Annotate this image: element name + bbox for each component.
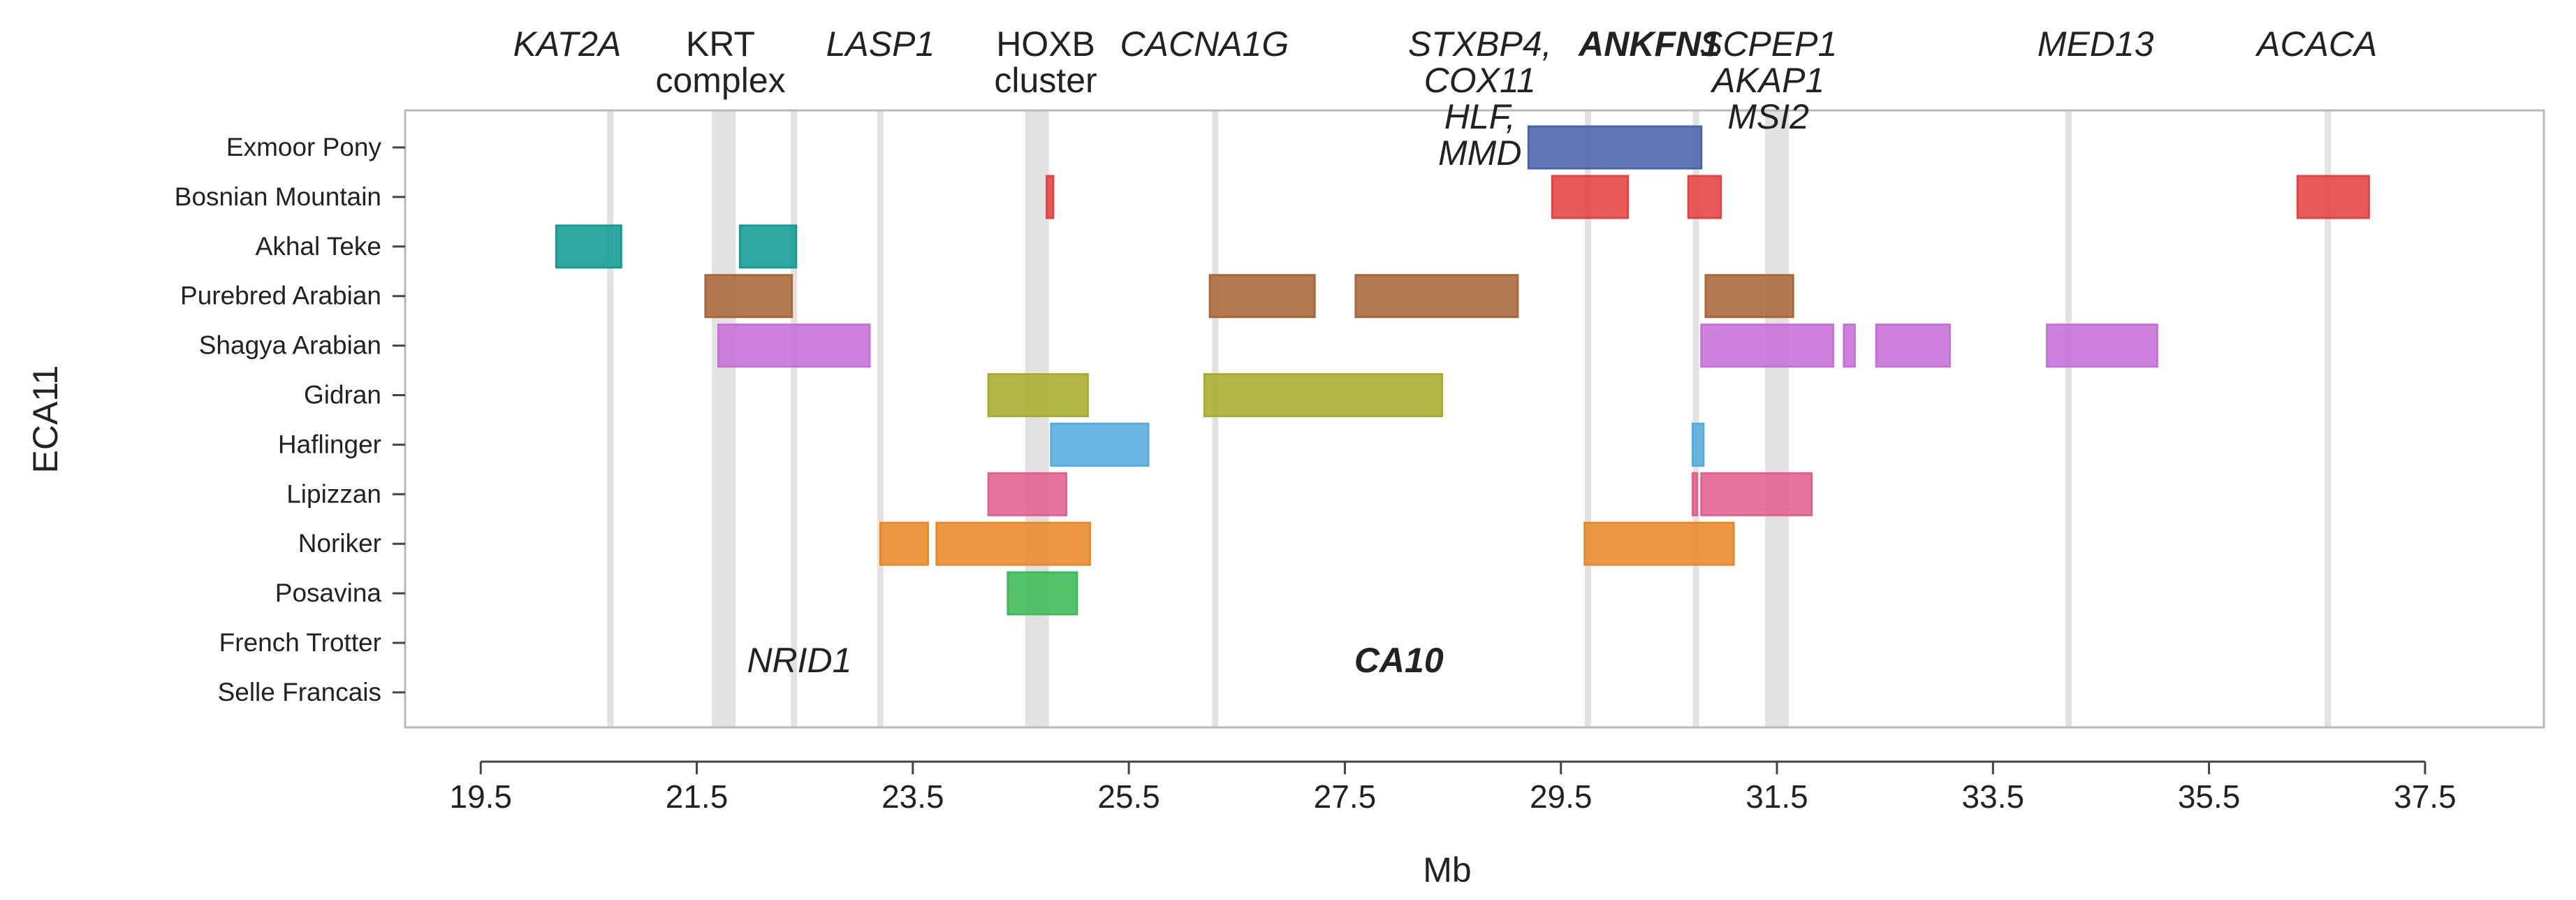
x-tick-label-5: 29.5 [1530, 778, 1593, 815]
bar-lipizzan-2 [1700, 472, 1813, 516]
gene-label-cacna1g: CACNA1G [1120, 24, 1289, 64]
gene-label-kat2a: KAT2A [513, 24, 622, 64]
bar-noriker-1 [935, 521, 1091, 566]
gene-lines-layer [607, 110, 2332, 727]
y-category-label-shagya-arabian: Shagya Arabian [199, 331, 381, 360]
gene-label-ankfn1: ANKFN1 [1577, 24, 1720, 64]
y-category-label-french-trotter: French Trotter [219, 628, 381, 657]
y-category-label-gidran: Gidran [304, 381, 381, 409]
bar-shagya-arabian-4 [2046, 324, 2158, 368]
x-tick-label-6: 31.5 [1746, 778, 1808, 815]
bar-gidran-0 [987, 373, 1089, 417]
bar-haflinger-0 [1050, 422, 1150, 467]
bar-bosnian-mountain-2 [1687, 175, 1722, 219]
bars-layer [555, 125, 2370, 616]
bar-noriker-2 [1583, 521, 1735, 566]
bar-shagya-arabian-3 [1875, 324, 1951, 368]
bar-gidran-1 [1203, 373, 1444, 417]
gene-label-hoxb-cluster: HOXB cluster [994, 24, 1097, 100]
gene-label-lasp1: LASP1 [826, 24, 935, 64]
x-tick-label-1: 21.5 [666, 778, 729, 815]
bar-noriker-0 [879, 521, 929, 566]
bar-bosnian-mountain-3 [2296, 175, 2370, 219]
gene-label-krt-complex: KRT complex [655, 24, 785, 100]
bar-haflinger-1 [1691, 422, 1705, 467]
bar-akhal-teke-1 [738, 224, 798, 269]
bar-akhal-teke-0 [555, 224, 622, 269]
bar-exmoor-pony-0 [1527, 125, 1703, 170]
gene-label-scpep1-akap1-msi2: SCPEP1 AKAP1 MSI2 [1699, 24, 1837, 136]
bar-purebred-arabian-0 [704, 274, 793, 319]
gene-label-acaca: ACACA [2255, 24, 2377, 64]
x-tick-label-7: 33.5 [1962, 778, 2025, 815]
bar-lipizzan-0 [987, 472, 1067, 516]
y-category-label-selle-francais: Selle Francais [218, 678, 381, 706]
y-category-label-posavina: Posavina [275, 579, 382, 607]
x-tick-label-4: 27.5 [1314, 778, 1377, 815]
bar-purebred-arabian-2 [1354, 274, 1519, 319]
x-axis-title: Mb [1423, 850, 1471, 890]
plot-frame [404, 109, 2545, 729]
bar-shagya-arabian-2 [1843, 324, 1856, 368]
bar-posavina-0 [1007, 571, 1078, 616]
x-tick-label-8: 35.5 [2178, 778, 2241, 815]
bar-lipizzan-1 [1691, 472, 1699, 516]
gene-label-med13: MED13 [2037, 24, 2154, 64]
axes-layer: Exmoor Pony Bosnian Mountain Akhal Teke Pur… [175, 133, 2457, 815]
gene-labels-layer: KAT2A KRT complex LASP1 HOXB cluster CACNA1G ST… [513, 24, 2378, 680]
y-category-label-noriker: Noriker [298, 529, 381, 558]
x-tick-label-0: 19.5 [449, 778, 512, 815]
y-category-label-lipizzan: Lipizzan [286, 479, 381, 508]
bar-bosnian-mountain-1 [1551, 175, 1630, 219]
y-category-label-exmoor-pony: Exmoor Pony [226, 133, 382, 161]
y-axis-title: ECA11 [26, 365, 65, 474]
bar-purebred-arabian-1 [1208, 274, 1316, 319]
y-category-label-akhal-teke: Akhal Teke [256, 232, 381, 261]
gene-label-ca10: CA10 [1354, 641, 1444, 680]
bar-shagya-arabian-1 [1700, 324, 1834, 368]
y-category-label-haflinger: Haflinger [278, 430, 381, 458]
y-category-label-purebred-arabian: Purebred Arabian [180, 282, 381, 310]
gene-label-stxbp4-cox11-hlf-mmd: STXBP4, COX11 HLF, MMD [1408, 24, 1552, 173]
x-tick-label-9: 37.5 [2394, 778, 2457, 815]
x-tick-label-3: 25.5 [1097, 778, 1160, 815]
bar-shagya-arabian-0 [717, 324, 871, 368]
y-category-label-bosnian-mountain: Bosnian Mountain [175, 182, 381, 211]
bar-purebred-arabian-3 [1704, 274, 1794, 319]
x-tick-label-2: 23.5 [881, 778, 944, 815]
bar-bosnian-mountain-0 [1046, 175, 1055, 219]
gene-label-nrid1: NRID1 [747, 641, 851, 680]
